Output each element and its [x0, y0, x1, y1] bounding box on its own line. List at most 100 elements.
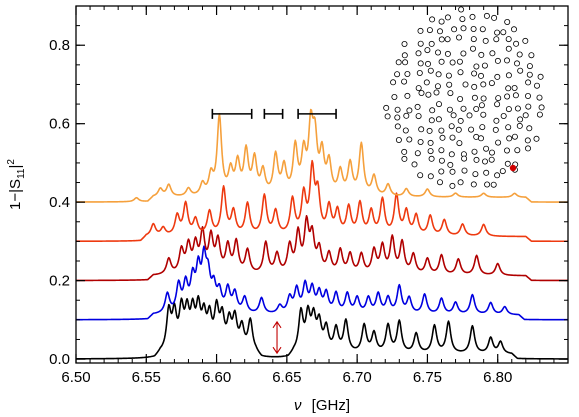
scatterer	[528, 52, 535, 59]
scatterer	[526, 63, 533, 70]
scatterer	[394, 114, 401, 121]
x-tick-label: 6.70	[343, 369, 372, 386]
scatterer	[438, 36, 445, 43]
scatterer	[473, 106, 480, 113]
spectrum-line	[75, 215, 569, 282]
scatterer	[473, 156, 480, 163]
scatterer	[411, 161, 418, 168]
gap-arrow	[272, 320, 282, 355]
scatterer	[433, 89, 440, 96]
scatterer	[511, 133, 518, 140]
scatterer	[477, 72, 484, 79]
scatterer	[438, 18, 445, 25]
annotation-layer	[211, 108, 337, 355]
scatterer	[525, 145, 532, 152]
scatterer	[525, 79, 532, 86]
y-tick-label: 0.8	[49, 37, 70, 54]
scatterer	[414, 150, 421, 157]
scatterer	[435, 101, 442, 108]
scatterer	[524, 137, 531, 144]
scatterer	[492, 126, 499, 133]
scatterer	[505, 106, 512, 113]
y-tick-label: 0.6	[49, 116, 70, 133]
scatterer	[448, 151, 455, 158]
scatterer	[526, 71, 533, 78]
scatterer	[488, 156, 495, 163]
scatterer	[483, 169, 490, 176]
scatterer	[514, 60, 521, 67]
scatterer	[435, 71, 442, 78]
x-tick-label: 6.80	[483, 369, 512, 386]
scatterer	[494, 172, 501, 179]
spectrum-line	[75, 245, 569, 321]
scatterer	[394, 71, 401, 78]
scatterer	[472, 171, 479, 178]
spectrum-line	[75, 159, 569, 243]
scatterer	[510, 26, 517, 33]
scatterer	[525, 93, 532, 100]
scatterer	[478, 51, 485, 58]
x-axis-label: ν [GHz]	[294, 397, 350, 414]
scatterer	[536, 94, 543, 101]
scatterer	[456, 58, 463, 65]
x-tick-label: 6.75	[413, 369, 442, 386]
scatterer	[460, 50, 467, 57]
scatterer	[482, 37, 489, 44]
scatterer	[438, 58, 445, 65]
scatterer	[457, 179, 464, 186]
scatterer	[401, 52, 408, 59]
scatterer	[505, 124, 512, 131]
scatterer	[416, 70, 423, 77]
scatterer	[500, 29, 507, 36]
scatterer	[429, 107, 436, 114]
scatterer	[438, 168, 445, 175]
scatterer	[481, 158, 488, 165]
scatterer	[435, 116, 442, 123]
y-tick-label: 0.0	[49, 351, 70, 368]
scatterer	[491, 14, 498, 21]
scatterer	[447, 90, 454, 97]
scatterer	[428, 40, 435, 47]
scatterer	[471, 94, 478, 101]
scatterer	[534, 82, 541, 89]
scatterer	[489, 50, 496, 57]
scatterer	[427, 67, 434, 74]
scatterer	[455, 34, 462, 41]
y-axis-sup: 2	[6, 159, 17, 165]
scatterer	[517, 116, 524, 123]
scatterer	[536, 111, 543, 118]
scatterer	[391, 94, 398, 101]
scatterer	[504, 93, 511, 100]
scatterer	[402, 127, 409, 134]
scatterer	[429, 16, 436, 23]
scatterer	[415, 50, 422, 57]
scatterer	[493, 117, 500, 124]
frequency-bracket	[263, 108, 284, 119]
scatterer	[447, 161, 454, 168]
x-axis-symbol: ν	[294, 397, 302, 414]
x-tick-label: 6.60	[202, 369, 231, 386]
scatterer	[415, 85, 422, 92]
scatterer	[533, 135, 540, 142]
scatterer	[499, 168, 506, 175]
scatterer	[418, 126, 425, 133]
scatterer	[395, 59, 402, 66]
scatterer	[457, 69, 464, 76]
scatterer	[503, 147, 510, 154]
scatterer	[425, 91, 432, 98]
scatterer	[483, 145, 490, 152]
frequency-bracket	[211, 108, 253, 119]
scatterer	[434, 83, 441, 90]
scatterer	[525, 103, 532, 110]
scatterer	[438, 157, 445, 164]
scatterer	[516, 122, 523, 129]
antenna-marker	[509, 164, 517, 172]
scatterer	[394, 106, 401, 113]
y-axis-suffix: |	[7, 165, 24, 169]
scatterer	[468, 126, 475, 133]
scatterer	[537, 73, 544, 80]
scatterer	[514, 147, 521, 154]
scatterer	[494, 57, 501, 64]
scatterer	[481, 62, 488, 69]
scatterer	[456, 140, 463, 147]
